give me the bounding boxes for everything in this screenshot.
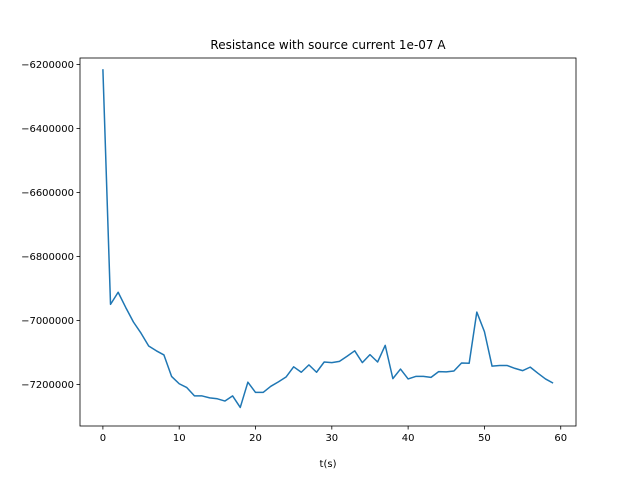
y-tick-label: −6800000 xyxy=(21,252,74,263)
y-tick-label: −6200000 xyxy=(21,60,74,71)
x-tick-label: 50 xyxy=(478,433,491,444)
x-axis-label: t(s) xyxy=(320,459,337,470)
y-tick-label: −6600000 xyxy=(21,188,74,199)
plot-area: 0 10 20 30 40 50 60 −7200000 −7000000 −6800000 −66… xyxy=(21,57,577,444)
plot-frame xyxy=(79,57,577,427)
x-tick-label: 40 xyxy=(402,433,415,444)
y-tick-label: −7200000 xyxy=(21,380,74,391)
x-tick-label: 20 xyxy=(249,433,262,444)
x-tick-label: 30 xyxy=(325,433,338,444)
y-tick-label: −6400000 xyxy=(21,124,74,135)
series-line xyxy=(102,69,554,409)
x-tick-label: 60 xyxy=(554,433,567,444)
y-tick-label: −7000000 xyxy=(21,316,74,327)
chart-title: Resistance with source current 1e-07 A xyxy=(210,38,446,52)
x-tick-label: 10 xyxy=(173,433,186,444)
x-tick-label: 0 xyxy=(100,433,106,444)
